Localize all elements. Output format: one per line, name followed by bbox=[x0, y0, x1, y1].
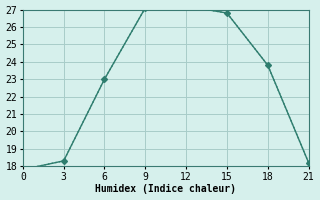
X-axis label: Humidex (Indice chaleur): Humidex (Indice chaleur) bbox=[95, 184, 236, 194]
